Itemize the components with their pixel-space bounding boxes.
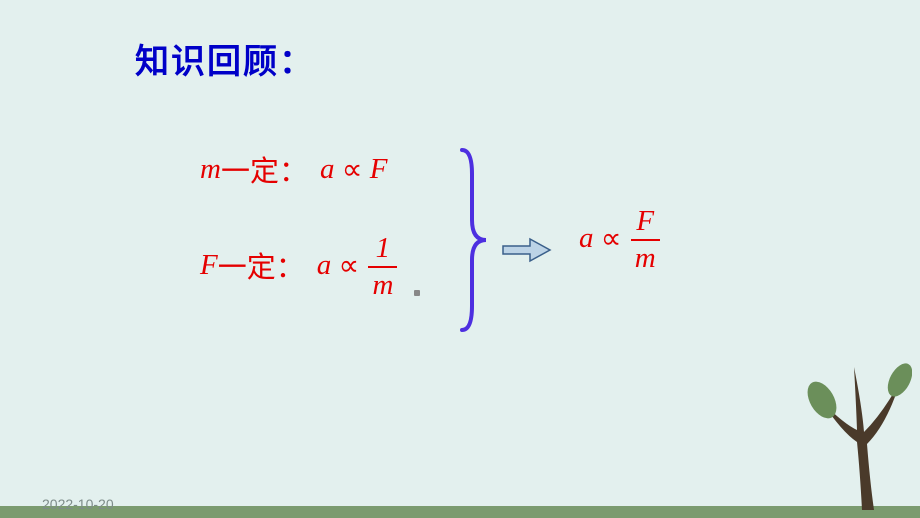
arrow-right-icon [500,236,556,264]
frac-1-over-m: 1m [368,234,397,300]
rhs-1: F [370,153,388,186]
premise-line-1: m一定： a ∝ F [200,148,387,190]
slide-date: 2022-10-20 [42,496,114,512]
rel-2: ∝ [338,248,359,283]
rel-1: ∝ [342,152,363,187]
result-num: F [632,207,658,239]
result-formula: a ∝ Fm [579,205,662,271]
frac-den-2: m [368,266,397,300]
curly-brace-icon [452,144,492,336]
tree-icon [772,352,912,512]
result-lhs: a [579,222,594,255]
result-rel: ∝ [601,221,622,256]
var-F: F [200,249,218,282]
frac-num-2: 1 [372,234,395,266]
var-m: m [200,153,221,186]
formula-block: m一定：a ∝ F F一定：a ∝ 1m [200,148,399,298]
fixed-cn-2: 一定： [218,244,305,286]
result-den: m [631,239,660,273]
frac-F-over-m: Fm [631,207,660,273]
slide-marker-icon [414,290,420,296]
page-title: 知识回顾： [135,34,315,83]
lhs-1: a [320,153,335,186]
fixed-cn-1: 一定： [221,148,308,190]
lhs-2: a [317,249,332,282]
premise-line-2: F一定： a ∝ 1m [200,232,399,298]
premises: m一定：a ∝ F F一定：a ∝ 1m [200,148,399,298]
